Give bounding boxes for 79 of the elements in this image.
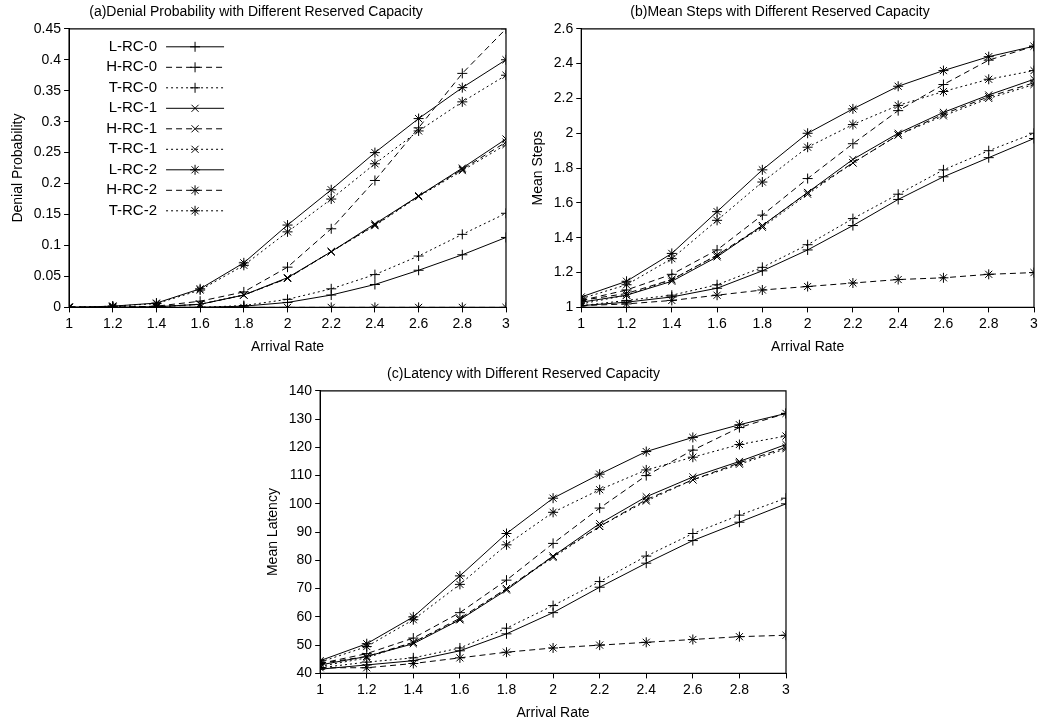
x-tick-label: 2	[803, 314, 812, 331]
y-tick-label: 0.1	[41, 236, 62, 253]
x-tick-label: 2.2	[589, 680, 610, 697]
y-tick-label: 110	[289, 466, 313, 483]
y-tick-label: 0.4	[41, 50, 62, 67]
x-tick-label: 1.4	[403, 680, 424, 697]
y-tick-label: 0.35	[33, 81, 62, 98]
y-tick-label: 140	[288, 381, 313, 398]
y-tick-label: 1.2	[553, 263, 574, 280]
legend-label: H-RC-1	[106, 118, 158, 136]
legend-label: H-RC-0	[106, 57, 158, 75]
y-tick-label: 130	[288, 409, 313, 426]
x-tick-label: 1.6	[190, 314, 211, 331]
x-tick-label: 1.2	[103, 314, 123, 331]
x-tick-label: 2.8	[452, 314, 473, 331]
x-tick-label: 2.8	[978, 314, 999, 331]
x-tick-label: 2.2	[321, 314, 342, 331]
legend-label: T-RC-1	[108, 139, 158, 157]
y-tick-label: 2.2	[553, 89, 574, 106]
x-tick-label: 1.4	[146, 314, 167, 331]
y-tick-label: 0.2	[41, 174, 62, 191]
y-tick-label: 90	[296, 522, 313, 539]
y-tick-label: 0	[53, 298, 62, 315]
y-tick-label: 1.4	[553, 228, 574, 245]
x-tick-label: 1	[577, 314, 586, 331]
y-tick-label: 2	[565, 124, 574, 141]
x-tick-label: 1.8	[752, 314, 773, 331]
y-axis-title: Mean Steps	[529, 130, 546, 206]
x-axis-title: Arrival Rate	[250, 338, 325, 355]
x-tick-label: 1.2	[616, 314, 637, 331]
x-tick-label: 2.6	[683, 680, 703, 697]
x-tick-label: 3	[1030, 314, 1039, 331]
legend-label: T-RC-2	[108, 200, 158, 218]
y-tick-label: 0.25	[33, 143, 62, 160]
x-tick-label: 2.4	[888, 314, 909, 331]
legend-label: T-RC-0	[108, 77, 158, 95]
x-tick-label: 3	[782, 680, 791, 697]
y-tick-label: 1.8	[553, 158, 574, 175]
y-tick-label: 120	[288, 438, 313, 455]
y-tick-label: 0.3	[41, 112, 62, 129]
x-tick-label: 3	[502, 314, 511, 331]
x-axis-title: Arrival Rate	[516, 704, 590, 721]
x-tick-label: 1.6	[450, 680, 470, 697]
legend-label: L-RC-0	[108, 36, 158, 54]
y-tick-label: 80	[296, 551, 313, 568]
x-tick-label: 2.4	[636, 680, 657, 697]
x-tick-label: 1.8	[234, 314, 254, 331]
x-tick-label: 2.2	[843, 314, 863, 331]
y-tick-label: 2.4	[553, 54, 574, 71]
x-tick-label: 1.4	[662, 314, 682, 331]
y-tick-label: 100	[288, 494, 313, 511]
chart-title: (c)Latency with Different Reserved Capacity	[387, 365, 660, 382]
y-tick-label: 1	[565, 298, 574, 315]
x-tick-label: 2.6	[408, 314, 429, 331]
x-axis-title: Arrival Rate	[771, 338, 845, 355]
legend-label: H-RC-2	[106, 180, 158, 198]
x-tick-label: 2.8	[729, 680, 750, 697]
y-tick-label: 1.6	[553, 193, 574, 210]
y-tick-label: 2.6	[553, 19, 574, 36]
x-tick-label: 2.6	[933, 314, 954, 331]
y-tick-label: 0.15	[33, 205, 62, 222]
x-tick-label: 1.6	[707, 314, 728, 331]
chart-title: (a)Denial Probability with Different Reserved Capacity	[89, 3, 423, 20]
x-tick-label: 2.4	[365, 314, 385, 331]
x-tick-label: 1.2	[357, 680, 377, 697]
legend-label: L-RC-2	[108, 159, 158, 177]
x-tick-label: 1.8	[496, 680, 517, 697]
chart-title: (b)Mean Steps with Different Reserved Capacity	[630, 3, 930, 20]
legend-label: L-RC-1	[108, 98, 158, 116]
x-tick-label: 1	[316, 680, 325, 697]
y-tick-label: 60	[296, 607, 313, 624]
y-tick-label: 0.05	[33, 267, 62, 284]
y-tick-label: 50	[296, 636, 313, 652]
y-tick-label: 70	[296, 579, 313, 596]
y-tick-label: 40	[296, 664, 313, 681]
y-axis-title: Mean Latency	[264, 488, 281, 577]
y-axis-title: Denial Probability	[9, 113, 26, 223]
x-tick-label: 1	[65, 314, 74, 331]
y-tick-label: 0.45	[33, 19, 62, 36]
